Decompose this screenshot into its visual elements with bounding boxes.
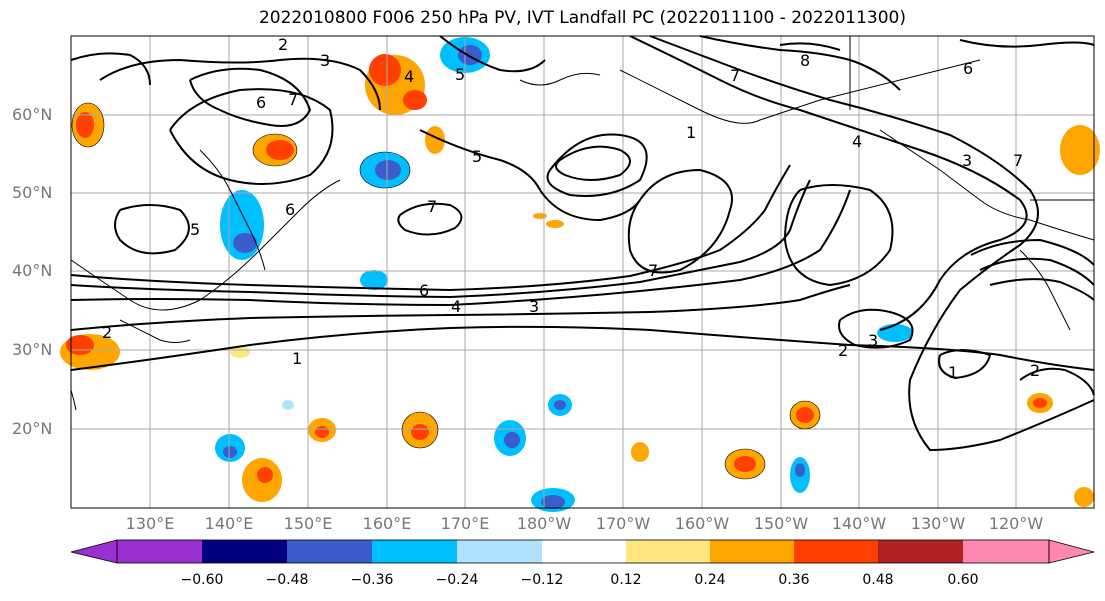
colorbar-segment bbox=[626, 540, 710, 563]
contour-label: 4 bbox=[451, 297, 461, 316]
map-title: 2022010800 F006 250 hPa PV, IVT Landfall… bbox=[258, 8, 906, 28]
contour-label: 1 bbox=[686, 123, 696, 142]
lon-label: 170°W bbox=[595, 514, 651, 533]
contour-label: 6 bbox=[285, 200, 295, 219]
lon-label: 120°W bbox=[988, 514, 1044, 533]
colorbar-tick-label: −0.24 bbox=[435, 572, 479, 588]
contour-label: 2 bbox=[102, 323, 112, 342]
graticule bbox=[71, 36, 1094, 508]
colorbar-segment bbox=[542, 540, 626, 563]
colorbar-segment bbox=[117, 540, 202, 563]
contour-label: 5 bbox=[455, 65, 465, 84]
contour-label: 1 bbox=[948, 363, 958, 382]
colorbar-extend-low bbox=[70, 539, 118, 564]
colorbar-tick-label: 0.48 bbox=[862, 572, 894, 588]
contour-label: 2 bbox=[838, 341, 848, 360]
contour-label: 6 bbox=[419, 281, 429, 300]
colorbar-extend-high bbox=[1048, 539, 1095, 564]
lat-label: 30°N bbox=[12, 340, 53, 359]
lon-label: 130°E bbox=[125, 514, 175, 533]
colorbar-segment bbox=[372, 540, 457, 563]
lat-label: 20°N bbox=[12, 419, 53, 438]
contour-label: 3 bbox=[320, 51, 330, 70]
shading-outlines bbox=[71, 102, 821, 480]
contour-label: 4 bbox=[404, 67, 414, 86]
contour-label: 1 bbox=[292, 349, 302, 368]
contour-label: 3 bbox=[529, 297, 539, 316]
lat-label: 60°N bbox=[12, 105, 53, 124]
colorbar-segment bbox=[287, 540, 372, 563]
lon-label: 160°E bbox=[362, 514, 412, 533]
colorbar-segment bbox=[202, 540, 287, 563]
contour-label-layer: 2 3 4 5 6 7 8 1 4 5 7 6 7 7 6 4 3 2 3 1 … bbox=[102, 35, 1040, 382]
contour-label: 7 bbox=[730, 66, 740, 85]
colorbar-tick-label: −0.36 bbox=[350, 572, 394, 588]
contour-label: 5 bbox=[190, 220, 200, 239]
lon-label: 160°W bbox=[674, 514, 730, 533]
colorbar bbox=[70, 539, 1095, 564]
lon-label: 150°E bbox=[283, 514, 333, 533]
colorbar-segment bbox=[963, 540, 1049, 563]
lon-label: 130°W bbox=[910, 514, 966, 533]
colorbar-tick-label: 0.12 bbox=[610, 572, 642, 588]
pv-anomaly-shading bbox=[60, 37, 1100, 512]
colorbar-tick-label: −0.12 bbox=[520, 572, 564, 588]
pv-contours bbox=[70, 35, 1095, 452]
lon-label: 180°W bbox=[516, 514, 572, 533]
colorbar-segment bbox=[710, 540, 794, 563]
map-frame bbox=[70, 35, 1095, 509]
contour-label: 6 bbox=[963, 59, 973, 78]
colorbar-segment bbox=[457, 540, 542, 563]
colorbar-tick-label: 0.24 bbox=[694, 572, 726, 588]
lon-label: 140°E bbox=[204, 514, 254, 533]
contour-label: 7 bbox=[427, 197, 437, 216]
contour-label: 7 bbox=[648, 261, 658, 280]
contour-label: 4 bbox=[852, 132, 862, 151]
colorbar-tick-label: −0.60 bbox=[180, 572, 224, 588]
colorbar-segment bbox=[878, 540, 963, 563]
contour-label: 7 bbox=[1013, 151, 1023, 170]
contour-label: 2 bbox=[278, 35, 288, 54]
lat-label: 50°N bbox=[12, 183, 53, 202]
colorbar-tick-label: 0.36 bbox=[778, 572, 810, 588]
lon-label: 170°E bbox=[440, 514, 490, 533]
contour-label: 8 bbox=[800, 51, 810, 70]
contour-label: 2 bbox=[1030, 361, 1040, 380]
contour-label: 5 bbox=[472, 147, 482, 166]
lon-label: 140°W bbox=[831, 514, 887, 533]
colorbar-segment bbox=[794, 540, 878, 563]
contour-label: 6 bbox=[256, 93, 266, 112]
lat-label: 40°N bbox=[12, 261, 53, 280]
colorbar-tick-label: −0.48 bbox=[265, 572, 309, 588]
contour-label: 7 bbox=[288, 90, 298, 109]
lon-label: 150°W bbox=[753, 514, 809, 533]
contour-label: 3 bbox=[962, 151, 972, 170]
colorbar-tick-label: 0.60 bbox=[947, 572, 979, 588]
contour-label: 3 bbox=[868, 331, 878, 350]
